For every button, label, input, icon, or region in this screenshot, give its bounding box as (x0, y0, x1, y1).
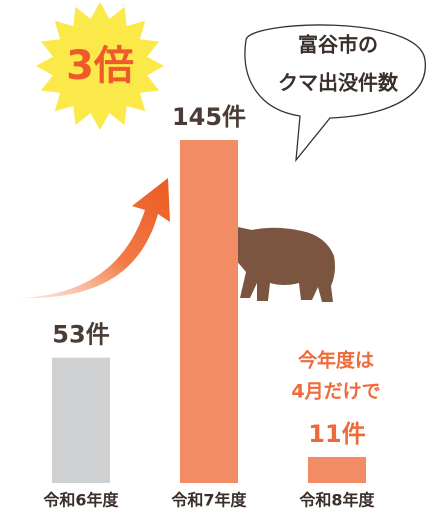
growth-arrow (18, 178, 170, 298)
value-label: 145件 (172, 103, 246, 131)
page: {"chart_data": {"type": "bar", "title": … (0, 0, 430, 518)
value-label: 53件 (52, 321, 109, 349)
bar (180, 140, 238, 483)
bar (308, 457, 366, 483)
x-tick-label: 令和8年度 (299, 491, 375, 510)
chart: 富谷市の クマ出没件数 3倍 今年度は 4月だけで 令和6年度 53件令和7年度 1… (0, 0, 430, 518)
chart-title: 富谷市の (298, 33, 378, 57)
annotation: 今年度は (298, 349, 374, 372)
bar (52, 358, 110, 483)
annotation: 4月だけで (291, 381, 380, 403)
chart-title: クマ出没件数 (278, 71, 399, 95)
value-label: 11件 (308, 420, 365, 448)
x-tick-label: 令和6年度 (43, 491, 119, 510)
badge-text: 3倍 (66, 43, 134, 89)
x-tick-label: 令和7年度 (171, 491, 247, 510)
